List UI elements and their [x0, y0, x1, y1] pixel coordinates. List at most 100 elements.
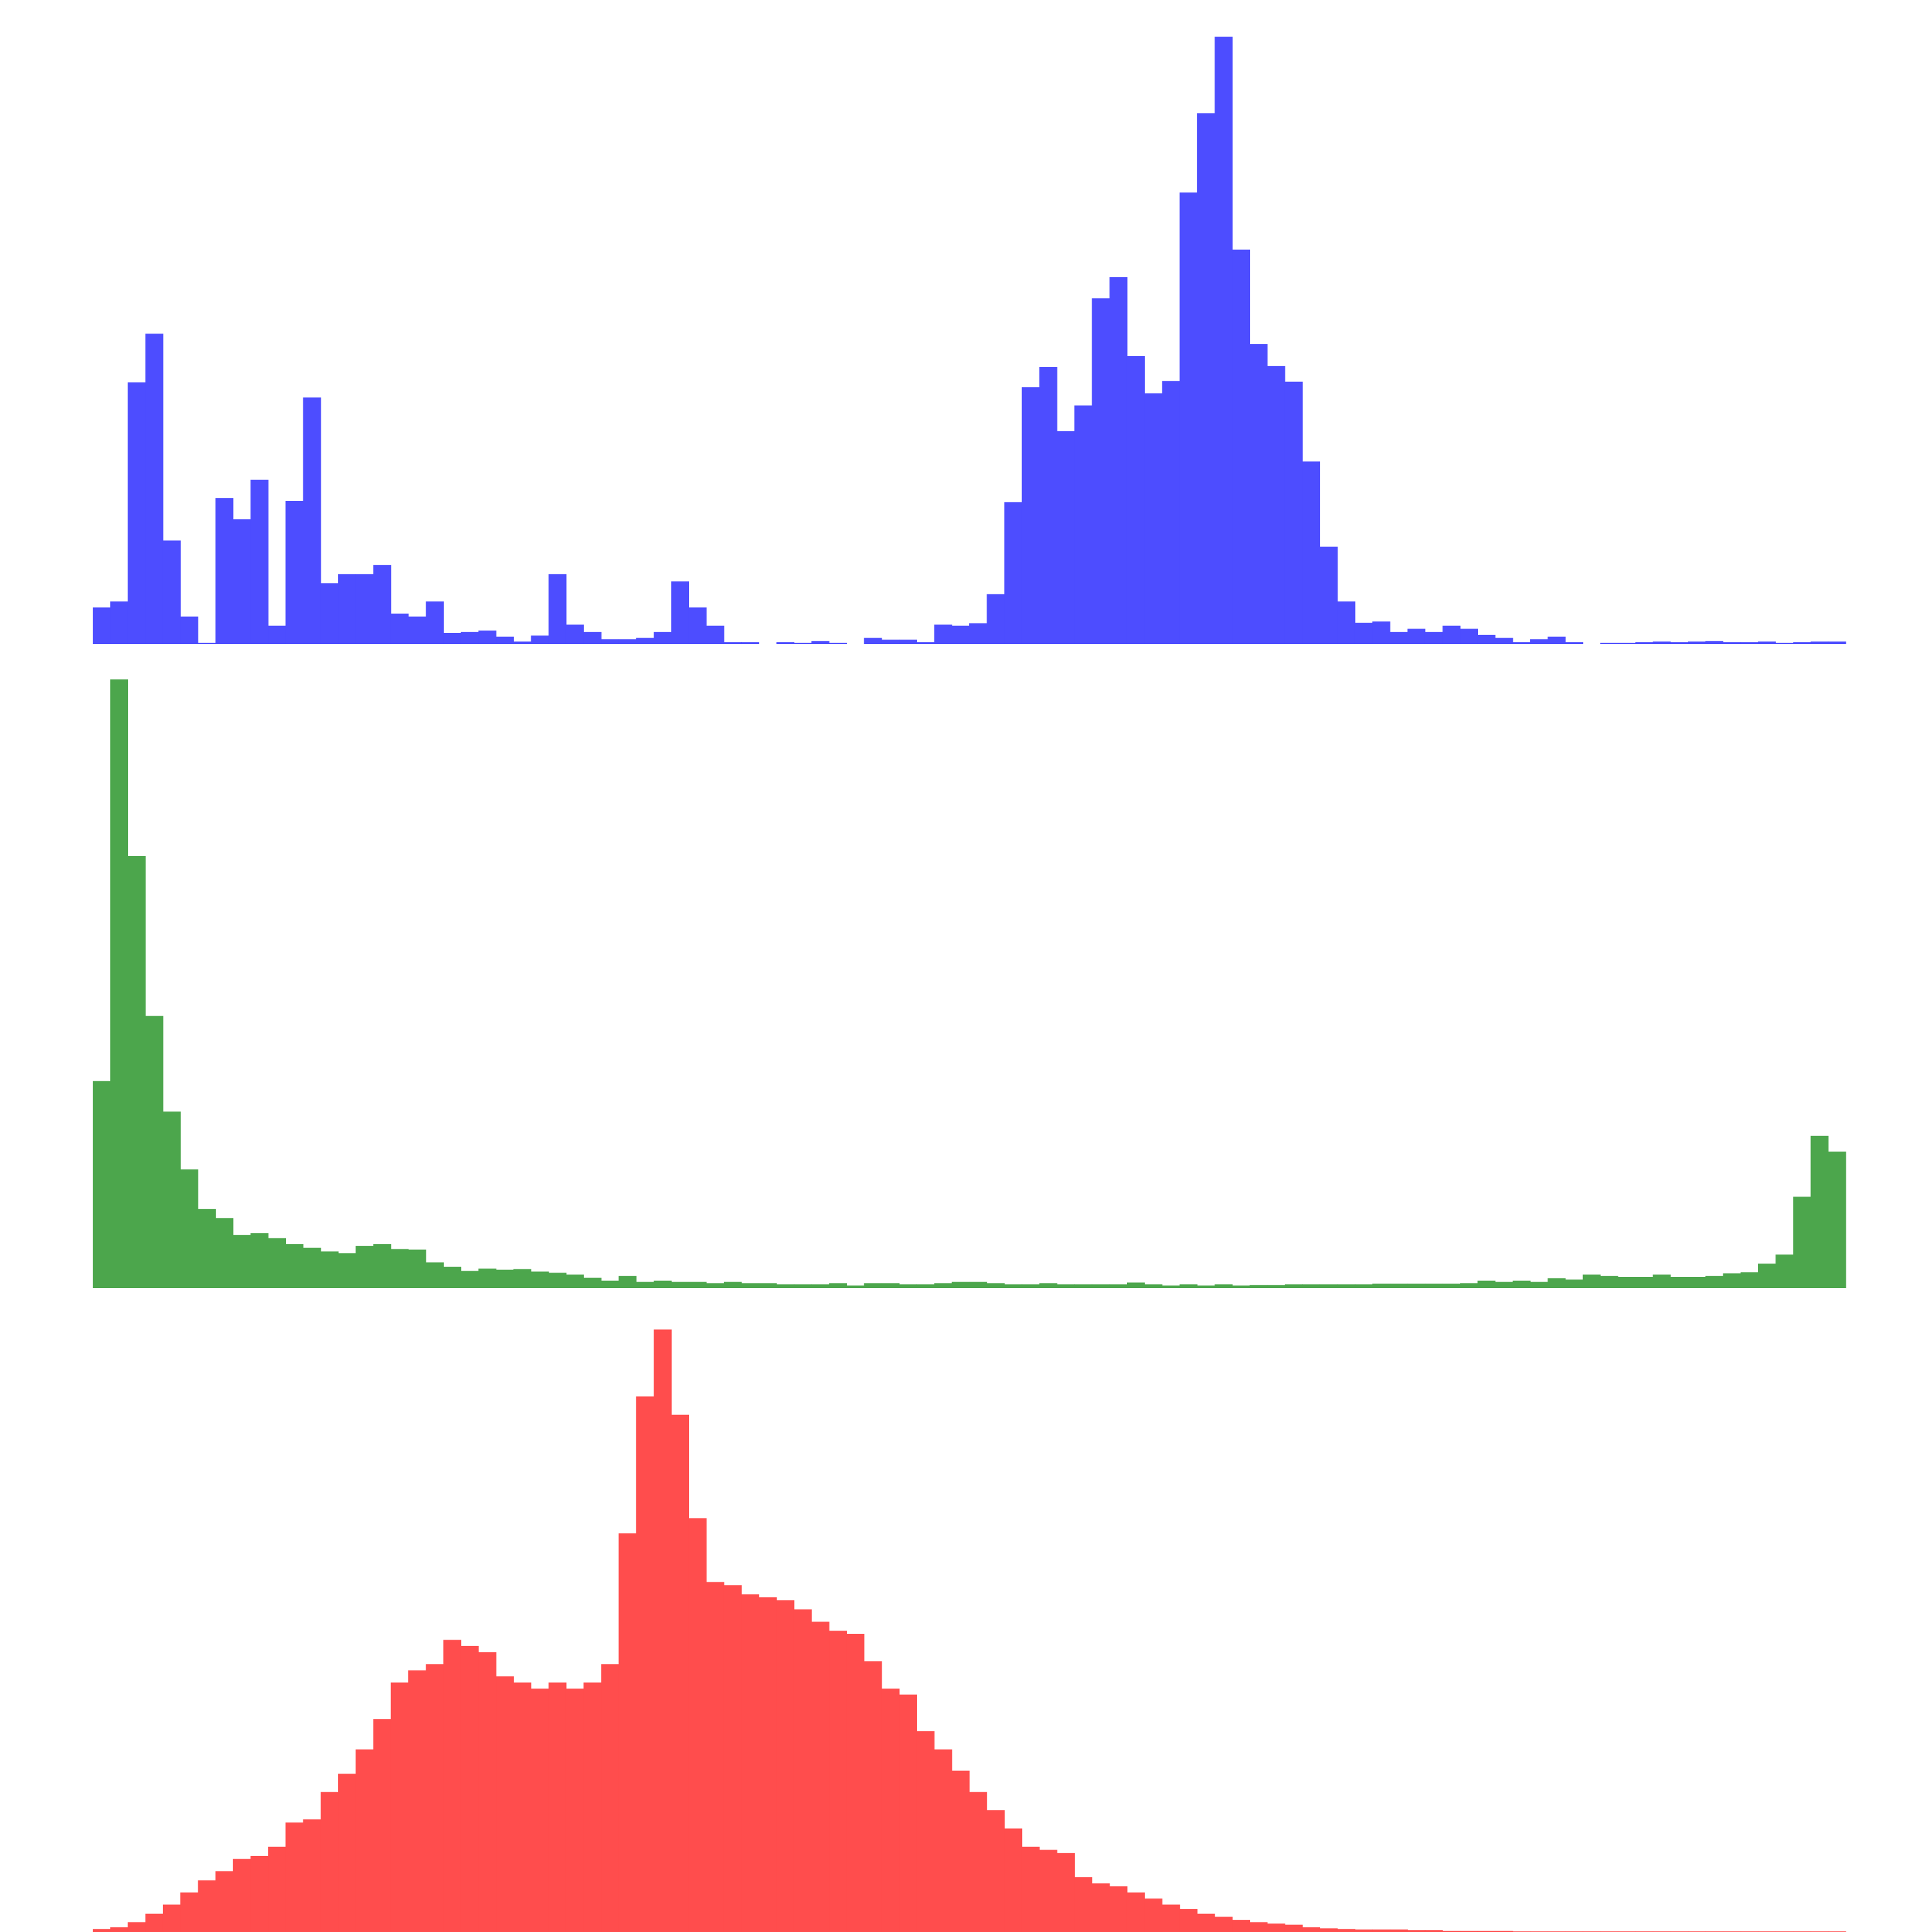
red-bar-35 — [706, 1582, 724, 1932]
red-bar-77 — [1442, 1931, 1461, 1932]
green-bar-89 — [1653, 1274, 1671, 1288]
blue-bar-12 — [303, 397, 321, 644]
red-bar-33 — [671, 1414, 690, 1932]
green-bar-69 — [1302, 1284, 1320, 1288]
green-bar-2 — [128, 856, 146, 1288]
green-bar-8 — [232, 1235, 251, 1288]
blue-bar-54 — [1039, 367, 1057, 644]
red-bar-72 — [1354, 1929, 1373, 1932]
blue-bar-32 — [654, 632, 672, 644]
green-bar-17 — [390, 1249, 409, 1288]
red-bar-7 — [215, 1871, 234, 1932]
red-bar-30 — [618, 1533, 637, 1932]
green-bar-42 — [829, 1283, 848, 1288]
green-bar-24 — [513, 1269, 532, 1288]
green-bar-75 — [1407, 1283, 1426, 1288]
blue-bar-47 — [916, 642, 935, 644]
red-bar-32 — [654, 1329, 672, 1932]
blue-bar-60 — [1144, 393, 1163, 644]
green-bar-0 — [93, 1081, 111, 1288]
blue-bar-79 — [1477, 634, 1496, 644]
green-bar-67 — [1267, 1285, 1285, 1289]
green-bar-36 — [723, 1282, 742, 1288]
red-bar-19 — [426, 1664, 444, 1932]
blue-bar-98 — [1810, 641, 1829, 644]
green-bar-81 — [1512, 1280, 1531, 1288]
green-bar-43 — [846, 1285, 865, 1288]
red-bar-23 — [496, 1676, 514, 1932]
blue-bar-88 — [1635, 642, 1654, 644]
green-bar-39 — [776, 1284, 795, 1288]
blue-bar-81 — [1512, 642, 1531, 644]
blue-bar-96 — [1776, 643, 1794, 644]
red-bar-18 — [408, 1670, 426, 1932]
green-bar-59 — [1126, 1282, 1145, 1288]
blue-bar-93 — [1723, 642, 1741, 644]
blue-bar-3 — [145, 334, 164, 644]
blue-bar-48 — [934, 624, 952, 644]
blue-bar-62 — [1179, 192, 1198, 644]
red-bar-8 — [232, 1859, 251, 1932]
red-bar-48 — [934, 1749, 952, 1932]
red-bar-22 — [478, 1652, 497, 1932]
blue-bar-87 — [1618, 643, 1636, 644]
blue-bar-51 — [987, 594, 1005, 644]
green-bar-72 — [1354, 1284, 1373, 1288]
red-bar-42 — [829, 1631, 848, 1932]
red-bar-2 — [128, 1922, 146, 1932]
red-bar-10 — [268, 1846, 287, 1932]
green-bar-93 — [1723, 1273, 1741, 1288]
red-bar-68 — [1284, 1924, 1303, 1932]
green-bar-7 — [215, 1218, 234, 1289]
green-bar-20 — [443, 1266, 462, 1288]
green-bar-6 — [198, 1209, 216, 1288]
red-bar-49 — [951, 1770, 970, 1932]
green-bar-64 — [1215, 1284, 1233, 1288]
blue-bar-68 — [1284, 381, 1303, 644]
green-bar-88 — [1635, 1276, 1654, 1288]
blue-bar-65 — [1232, 249, 1251, 644]
green-bar-47 — [916, 1284, 935, 1288]
green-bar-48 — [934, 1283, 952, 1288]
green-bar-9 — [250, 1233, 269, 1288]
green-bar-40 — [793, 1284, 812, 1288]
blue-bar-0 — [93, 607, 111, 644]
red-bar-34 — [688, 1518, 707, 1932]
red-bar-27 — [565, 1689, 584, 1932]
red-bar-54 — [1039, 1850, 1057, 1932]
blue-bar-67 — [1267, 366, 1285, 644]
red-bar-56 — [1074, 1877, 1093, 1932]
blue-bar-27 — [565, 624, 584, 644]
green-bar-13 — [320, 1251, 339, 1288]
red-bar-69 — [1302, 1927, 1320, 1932]
red-bar-61 — [1162, 1904, 1180, 1932]
red-bar-13 — [320, 1792, 339, 1932]
red-bar-47 — [916, 1731, 935, 1932]
red-bar-75 — [1407, 1930, 1426, 1932]
red-bar-40 — [793, 1609, 812, 1932]
green-bar-23 — [496, 1269, 514, 1288]
green-bar-99 — [1828, 1151, 1846, 1288]
red-bar-39 — [776, 1600, 795, 1932]
green-bar-51 — [987, 1283, 1005, 1288]
blue-bar-1 — [110, 601, 129, 644]
red-bar-52 — [1004, 1828, 1023, 1932]
green-bar-87 — [1618, 1276, 1636, 1288]
blue-bar-21 — [460, 632, 479, 644]
red-bar-43 — [846, 1633, 865, 1932]
green-bar-55 — [1057, 1284, 1075, 1288]
green-bar-96 — [1776, 1255, 1794, 1289]
blue-bar-45 — [881, 639, 900, 644]
green-bar-79 — [1477, 1280, 1496, 1288]
blue-bar-37 — [741, 642, 759, 644]
red-bar-31 — [636, 1396, 654, 1932]
green-bar-60 — [1144, 1284, 1163, 1288]
blue-bar-39 — [776, 642, 795, 644]
red-bar-24 — [513, 1682, 532, 1932]
green-bar-10 — [268, 1238, 287, 1288]
red-bar-44 — [864, 1661, 882, 1932]
red-bar-28 — [583, 1682, 601, 1932]
blue-bar-26 — [548, 574, 567, 645]
green-histogram-panel — [93, 679, 1846, 1289]
